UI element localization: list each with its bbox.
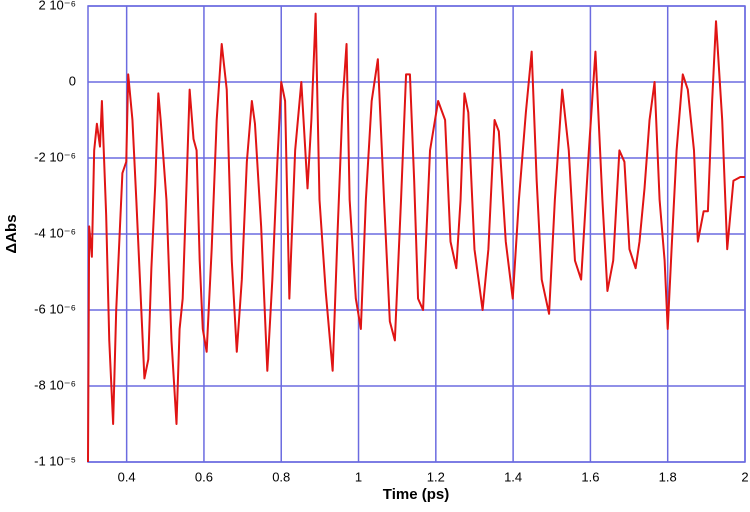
y-tick-label: 2 10⁻⁶ [38, 0, 76, 12]
x-tick-label: 0.6 [195, 469, 213, 484]
x-tick-label: 0.4 [118, 469, 136, 484]
y-tick-label: -2 10⁻⁶ [34, 149, 76, 164]
x-tick-label: 1.8 [659, 469, 677, 484]
x-tick-label: 1.6 [581, 469, 599, 484]
x-axis-title: Time (ps) [383, 486, 449, 503]
x-tick-label: 1 [355, 469, 362, 484]
data-line [87, 12, 745, 463]
y-axis-title: ΔAbs [3, 214, 20, 253]
y-tick-label: -4 10⁻⁶ [34, 225, 76, 240]
x-tick-label: 1.4 [504, 469, 522, 484]
x-tick-label: 0.8 [272, 469, 290, 484]
y-tick-label: -1 10⁻⁵ [34, 453, 76, 468]
plot-frame [87, 5, 746, 463]
y-tick-label: 0 [69, 73, 76, 88]
y-tick-label: -6 10⁻⁶ [34, 301, 76, 316]
x-tick-label: 2 [741, 469, 748, 484]
y-tick-label: -8 10⁻⁶ [34, 377, 76, 392]
x-tick-label: 1.2 [427, 469, 445, 484]
